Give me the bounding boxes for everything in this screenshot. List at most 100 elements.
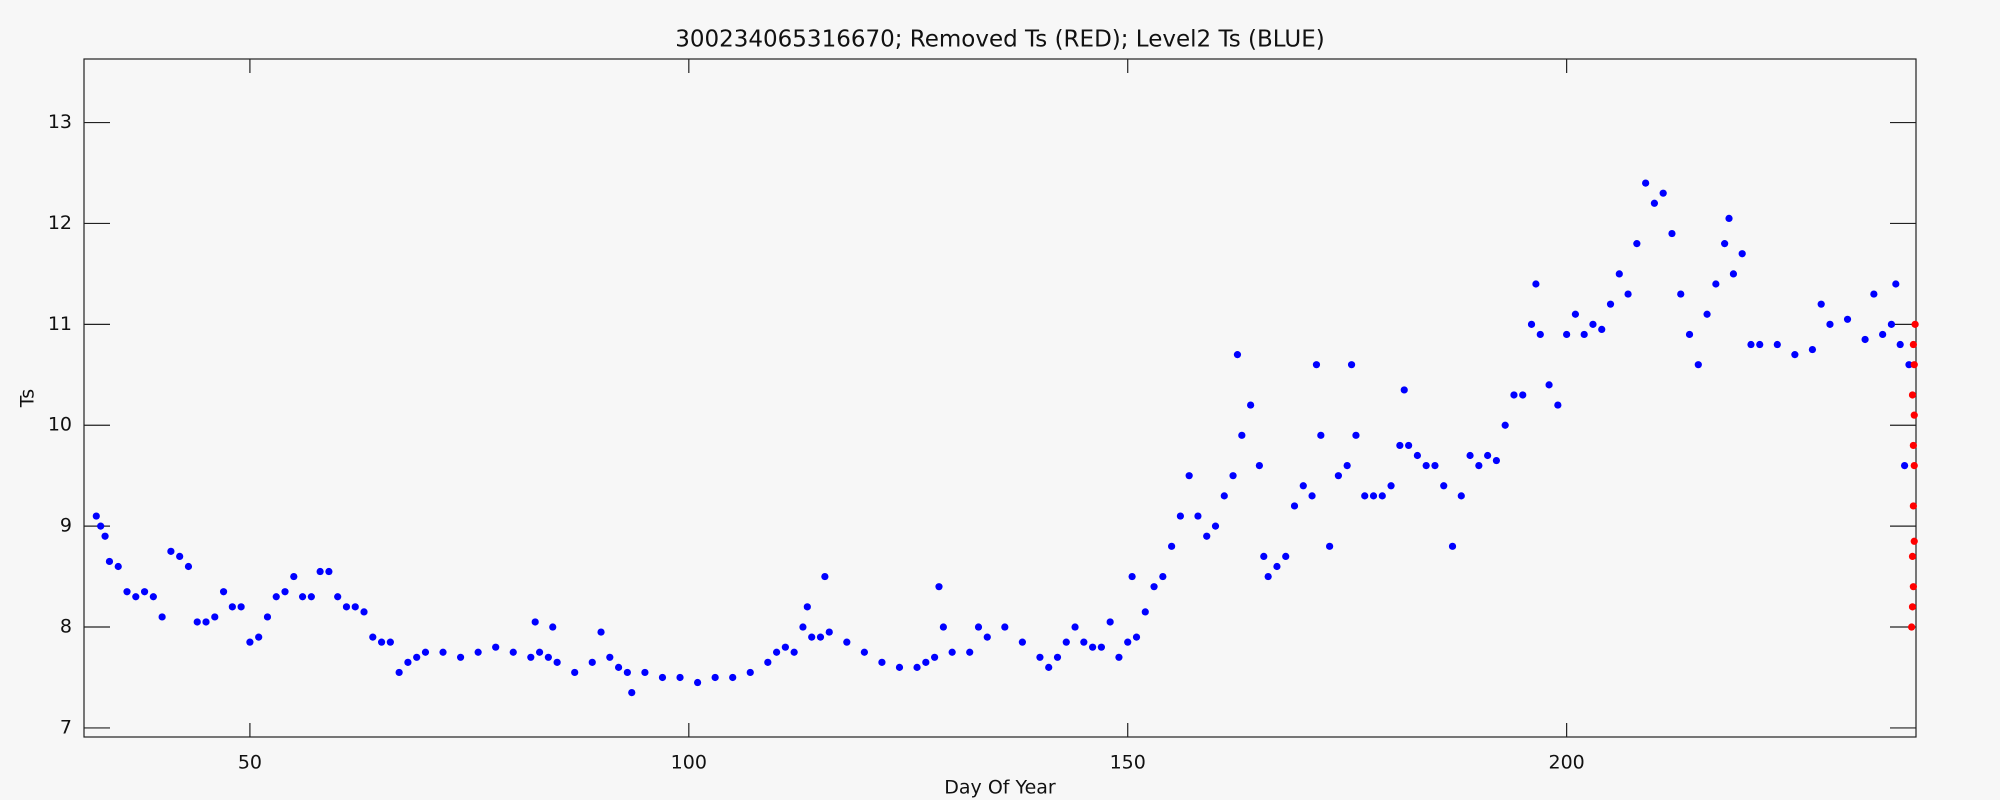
data-point <box>1396 441 1404 450</box>
data-point <box>1405 441 1413 450</box>
data-point <box>492 643 500 651</box>
data-point <box>509 648 517 656</box>
data-point <box>1527 320 1536 328</box>
data-point <box>1896 340 1904 349</box>
data-point <box>641 668 649 677</box>
data-point <box>246 638 254 646</box>
data-point <box>1729 270 1738 278</box>
data-point <box>1264 572 1272 581</box>
data-point <box>92 512 100 520</box>
data-point <box>1773 340 1781 349</box>
data-point <box>676 673 684 682</box>
data-point <box>1712 280 1720 288</box>
data-point <box>1747 340 1755 349</box>
data-point <box>193 618 201 626</box>
data-point <box>895 663 904 671</box>
data-point <box>1908 391 1917 399</box>
data-point <box>1106 618 1114 626</box>
data-point <box>1168 542 1176 550</box>
data-point <box>531 618 539 626</box>
data-point <box>614 663 623 671</box>
data-point <box>544 653 552 661</box>
data-point <box>948 648 956 656</box>
data-point <box>1642 179 1650 187</box>
data-point <box>966 648 974 656</box>
data-point <box>922 658 930 666</box>
data-point <box>105 557 114 566</box>
data-point <box>1273 562 1281 571</box>
data-point <box>1238 431 1246 439</box>
data-point <box>325 567 333 576</box>
data-point <box>1908 552 1917 561</box>
data-point <box>1308 492 1316 500</box>
data-point <box>1080 638 1088 646</box>
data-point <box>1721 240 1729 248</box>
y-tick-label: 10 <box>48 414 72 436</box>
data-point <box>588 658 596 666</box>
data-point <box>1756 340 1764 349</box>
data-point <box>202 618 210 626</box>
data-point <box>1624 290 1632 298</box>
data-point <box>360 608 368 616</box>
data-point <box>1247 401 1255 409</box>
data-point <box>184 562 193 571</box>
data-point <box>1071 623 1079 631</box>
data-point <box>1361 492 1369 500</box>
data-point <box>1817 300 1825 308</box>
data-point <box>1909 502 1917 510</box>
data-point <box>351 603 359 611</box>
data-point <box>974 623 983 631</box>
data-point <box>628 689 636 697</box>
data-point <box>342 603 351 611</box>
data-point <box>1501 421 1509 429</box>
data-point <box>1115 653 1123 661</box>
y-tick-label: 12 <box>48 212 72 234</box>
data-point <box>1299 482 1307 490</box>
data-point <box>571 668 579 677</box>
y-tick-label: 8 <box>60 616 72 638</box>
x-tick-label: 200 <box>1548 752 1584 774</box>
x-axis-label: Day Of Year <box>944 777 1056 799</box>
data-point <box>1909 441 1917 450</box>
data-point <box>369 633 377 641</box>
data-point <box>413 653 421 661</box>
data-point <box>1910 361 1918 369</box>
data-point <box>158 613 166 621</box>
data-point <box>1659 189 1667 197</box>
data-point <box>1001 623 1009 631</box>
data-point <box>1233 351 1242 359</box>
plot-frame <box>83 58 1917 738</box>
data-point <box>1352 431 1360 439</box>
data-point <box>1580 330 1588 339</box>
data-point <box>808 633 816 641</box>
data-point <box>913 663 921 671</box>
y-axis-label: Ts <box>17 389 39 408</box>
data-point <box>1150 583 1158 591</box>
data-point <box>101 532 109 540</box>
data-point <box>1369 492 1378 500</box>
data-point <box>658 673 667 682</box>
data-point <box>1905 361 1913 369</box>
data-point <box>1725 214 1733 223</box>
data-point <box>1870 290 1878 298</box>
data-point <box>1422 461 1430 470</box>
data-point <box>729 673 737 682</box>
data-point <box>167 547 175 555</box>
data-point <box>1185 472 1193 480</box>
data-point <box>843 638 851 646</box>
data-point <box>474 648 482 656</box>
data-point <box>421 648 430 656</box>
data-point <box>1843 315 1852 323</box>
data-point <box>377 638 386 646</box>
data-point <box>1677 290 1685 298</box>
data-point <box>1791 351 1799 359</box>
chart-title: 300234065316670; Removed Ts (RED); Level… <box>675 27 1325 53</box>
data-point <box>878 658 886 666</box>
data-point <box>1685 330 1694 339</box>
data-point <box>623 668 631 677</box>
data-point <box>781 643 789 651</box>
data-point <box>527 653 535 661</box>
data-point <box>97 522 105 530</box>
data-point <box>1159 572 1167 581</box>
data-point <box>298 593 307 601</box>
